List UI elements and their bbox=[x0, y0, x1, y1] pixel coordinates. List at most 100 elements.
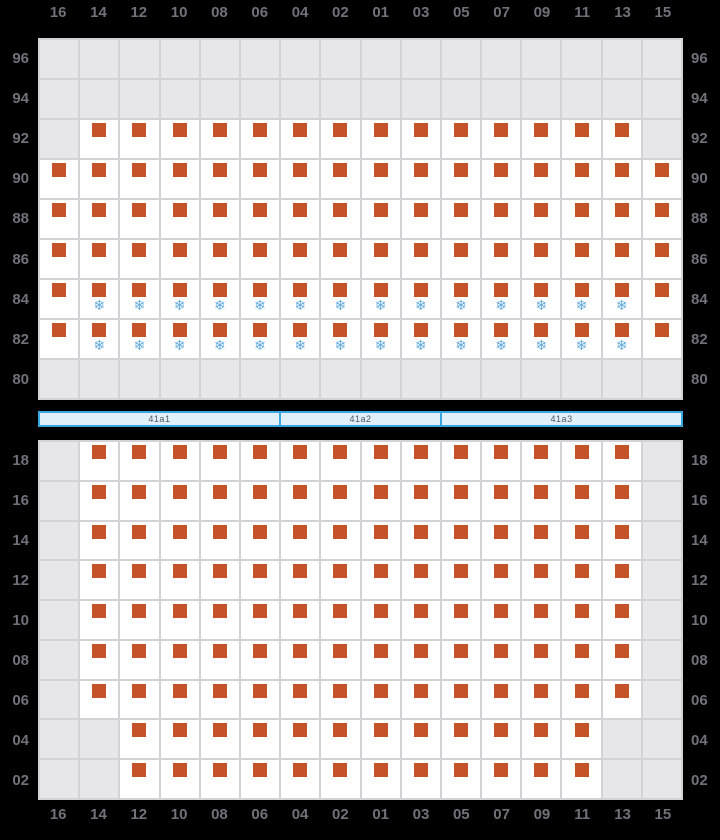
berth-cell[interactable] bbox=[200, 200, 239, 238]
berth-cell[interactable] bbox=[361, 640, 400, 679]
berth-cell[interactable] bbox=[200, 160, 239, 198]
berth-cell[interactable] bbox=[482, 720, 521, 759]
berth-cell[interactable] bbox=[361, 601, 400, 639]
berth-cell[interactable] bbox=[160, 760, 199, 798]
berth-cell[interactable] bbox=[562, 680, 601, 719]
berth-cell[interactable] bbox=[562, 200, 601, 238]
berth-cell[interactable] bbox=[321, 481, 360, 520]
berth-cell[interactable] bbox=[562, 521, 601, 560]
berth-cell[interactable]: ❄ bbox=[281, 280, 320, 318]
berth-cell[interactable] bbox=[482, 481, 521, 520]
berth-cell[interactable] bbox=[160, 680, 199, 719]
berth-cell[interactable] bbox=[160, 160, 199, 198]
berth-cell[interactable]: ❄ bbox=[522, 280, 561, 318]
berth-cell[interactable] bbox=[482, 680, 521, 719]
berth-cell[interactable] bbox=[281, 760, 320, 798]
berth-cell[interactable] bbox=[401, 120, 440, 158]
berth-cell[interactable] bbox=[602, 481, 641, 520]
berth-cell[interactable] bbox=[642, 320, 681, 358]
berth-cell[interactable]: ❄ bbox=[441, 320, 481, 358]
berth-cell[interactable] bbox=[562, 120, 601, 158]
berth-cell[interactable] bbox=[240, 561, 280, 600]
berth-cell[interactable] bbox=[361, 160, 400, 198]
berth-cell[interactable]: ❄ bbox=[401, 280, 440, 318]
berth-cell[interactable] bbox=[80, 481, 119, 520]
berth-cell[interactable] bbox=[200, 720, 239, 759]
berth-cell[interactable] bbox=[441, 720, 481, 759]
berth-cell[interactable] bbox=[40, 320, 79, 358]
berth-cell[interactable] bbox=[200, 521, 239, 560]
berth-cell[interactable]: ❄ bbox=[482, 320, 521, 358]
berth-cell[interactable] bbox=[522, 481, 561, 520]
berth-cell[interactable] bbox=[441, 120, 481, 158]
berth-cell[interactable] bbox=[401, 601, 440, 639]
section-segment-41a2[interactable]: 41a2 bbox=[278, 411, 443, 427]
berth-cell[interactable] bbox=[80, 640, 119, 679]
berth-cell[interactable] bbox=[200, 442, 239, 480]
berth-cell[interactable] bbox=[562, 601, 601, 639]
berth-cell[interactable] bbox=[281, 120, 320, 158]
berth-cell[interactable] bbox=[522, 561, 561, 600]
berth-cell[interactable] bbox=[482, 200, 521, 238]
berth-cell[interactable] bbox=[281, 561, 320, 600]
berth-cell[interactable] bbox=[321, 680, 360, 719]
berth-cell[interactable]: ❄ bbox=[200, 280, 239, 318]
berth-cell[interactable] bbox=[281, 601, 320, 639]
berth-cell[interactable] bbox=[240, 601, 280, 639]
berth-cell[interactable] bbox=[160, 200, 199, 238]
berth-cell[interactable] bbox=[562, 561, 601, 600]
berth-cell[interactable]: ❄ bbox=[482, 280, 521, 318]
berth-cell[interactable] bbox=[482, 240, 521, 278]
berth-cell[interactable] bbox=[281, 200, 320, 238]
berth-cell[interactable] bbox=[401, 160, 440, 198]
berth-cell[interactable] bbox=[482, 760, 521, 798]
berth-cell[interactable]: ❄ bbox=[562, 320, 601, 358]
berth-cell[interactable] bbox=[441, 200, 481, 238]
berth-cell[interactable] bbox=[40, 160, 79, 198]
section-segment-41a3[interactable]: 41a3 bbox=[440, 411, 683, 427]
berth-cell[interactable] bbox=[321, 442, 360, 480]
berth-cell[interactable]: ❄ bbox=[602, 320, 641, 358]
berth-cell[interactable] bbox=[602, 640, 641, 679]
berth-cell[interactable] bbox=[401, 200, 440, 238]
berth-cell[interactable] bbox=[200, 760, 239, 798]
berth-cell[interactable] bbox=[160, 240, 199, 278]
berth-cell[interactable] bbox=[80, 200, 119, 238]
berth-cell[interactable] bbox=[80, 442, 119, 480]
berth-cell[interactable]: ❄ bbox=[441, 280, 481, 318]
berth-cell[interactable] bbox=[40, 200, 79, 238]
berth-cell[interactable] bbox=[401, 561, 440, 600]
berth-cell[interactable] bbox=[321, 640, 360, 679]
berth-cell[interactable] bbox=[240, 720, 280, 759]
berth-cell[interactable] bbox=[562, 720, 601, 759]
berth-cell[interactable] bbox=[522, 680, 561, 719]
berth-cell[interactable] bbox=[240, 640, 280, 679]
berth-cell[interactable] bbox=[642, 240, 681, 278]
berth-cell[interactable] bbox=[321, 240, 360, 278]
berth-cell[interactable]: ❄ bbox=[602, 280, 641, 318]
berth-cell[interactable] bbox=[522, 240, 561, 278]
berth-cell[interactable] bbox=[321, 760, 360, 798]
berth-cell[interactable] bbox=[602, 120, 641, 158]
berth-cell[interactable] bbox=[281, 240, 320, 278]
berth-cell[interactable] bbox=[482, 442, 521, 480]
berth-cell[interactable] bbox=[441, 601, 481, 639]
berth-cell[interactable] bbox=[281, 160, 320, 198]
berth-cell[interactable] bbox=[200, 120, 239, 158]
berth-cell[interactable] bbox=[160, 601, 199, 639]
berth-cell[interactable] bbox=[160, 561, 199, 600]
berth-cell[interactable] bbox=[361, 680, 400, 719]
berth-cell[interactable] bbox=[160, 640, 199, 679]
berth-cell[interactable] bbox=[80, 561, 119, 600]
berth-cell[interactable] bbox=[562, 160, 601, 198]
berth-cell[interactable] bbox=[482, 120, 521, 158]
berth-cell[interactable]: ❄ bbox=[562, 280, 601, 318]
berth-cell[interactable] bbox=[240, 760, 280, 798]
berth-cell[interactable] bbox=[80, 120, 119, 158]
berth-cell[interactable]: ❄ bbox=[321, 280, 360, 318]
berth-cell[interactable] bbox=[281, 680, 320, 719]
berth-cell[interactable] bbox=[120, 120, 159, 158]
berth-cell[interactable] bbox=[120, 442, 159, 480]
berth-cell[interactable] bbox=[522, 521, 561, 560]
berth-cell[interactable]: ❄ bbox=[160, 320, 199, 358]
